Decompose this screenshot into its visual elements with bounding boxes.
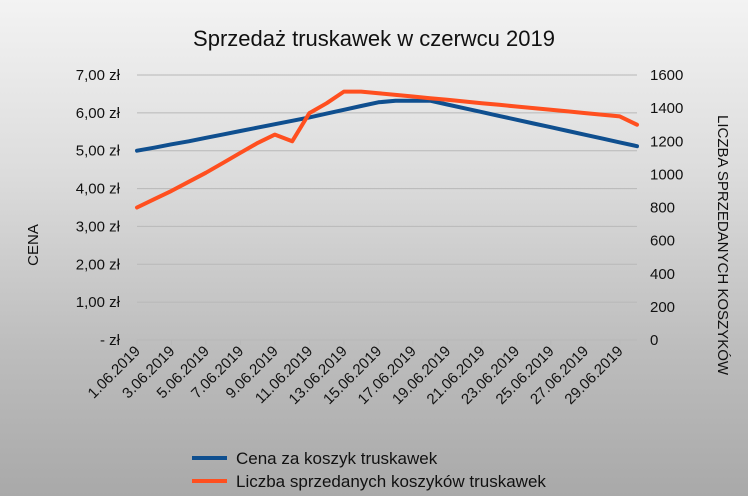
legend-label-1: Cena za koszyk truskawek <box>236 449 438 468</box>
series-line-2 <box>135 89 639 210</box>
y-left-tick-label: 1,00 zł <box>76 294 121 311</box>
y-left-tick-label: 4,00 zł <box>76 181 121 198</box>
x-axis-ticks: 1.06.20193.06.20195.06.20197.06.20199.06… <box>85 340 627 408</box>
y-right-tick-label: 200 <box>650 299 675 316</box>
grid-lines <box>137 74 637 341</box>
y-left-tick-label: 3,00 zł <box>76 218 121 235</box>
y-right-tick-label: 400 <box>650 266 675 283</box>
y-right-tick-label: 1400 <box>650 100 683 117</box>
y-right-tick-label: 1200 <box>650 133 683 150</box>
y-left-tick-label: 6,00 zł <box>76 105 121 122</box>
legend-label-2: Liczba sprzedanych koszyków truskawek <box>236 472 546 491</box>
chart-title: Sprzedaż truskawek w czerwcu 2019 <box>193 26 555 51</box>
legend: Cena za koszyk truskawek Liczba sprzedany… <box>192 449 546 491</box>
y-right-tick-label: 800 <box>650 200 675 217</box>
series-line-1 <box>135 98 639 153</box>
y-right-tick-label: 600 <box>650 233 675 250</box>
series-lines <box>135 89 639 210</box>
y-right-tick-label: 1600 <box>650 67 683 84</box>
y-axis-right-label: LICZBA SPRZEDANYCH KOSZYKÓW <box>714 115 731 376</box>
y-axis-left-label: CENA <box>25 224 42 266</box>
y-right-tick-label: 1000 <box>650 166 683 183</box>
y-left-tick-label: 5,00 zł <box>76 143 121 160</box>
right-axis-ticks: 0 200 400 600 800 1000 1200 1400 1600 <box>650 67 683 349</box>
left-axis-ticks: - zł 1,00 zł 2,00 zł 3,00 zł 4,00 zł 5,00 zł 6… <box>76 67 121 349</box>
y-left-tick-label: 2,00 zł <box>76 256 121 273</box>
y-left-tick-label: 7,00 zł <box>76 67 121 84</box>
y-left-tick-label: - zł <box>100 332 121 349</box>
y-right-tick-label: 0 <box>650 332 658 349</box>
